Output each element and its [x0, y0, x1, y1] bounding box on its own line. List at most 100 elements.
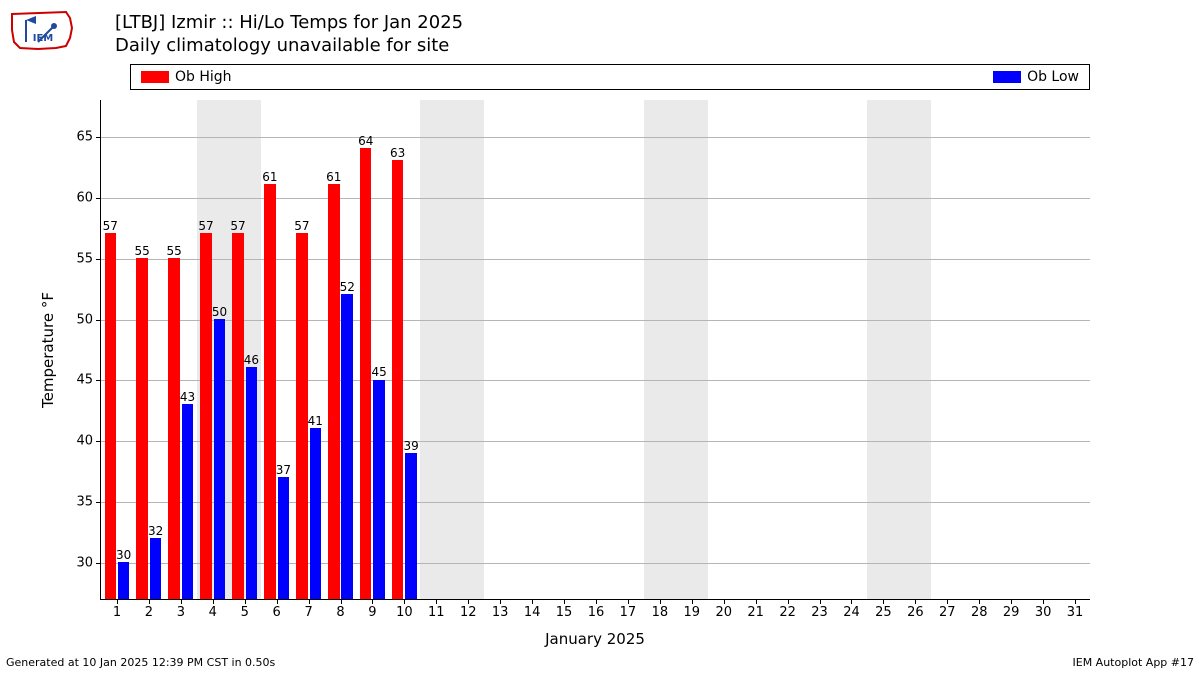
ytick-label: 55 [76, 251, 101, 266]
bar-low [341, 294, 352, 599]
legend-item-high: Ob High [141, 69, 232, 85]
bar-high-label: 55 [166, 244, 181, 258]
xtick-label: 17 [620, 599, 637, 620]
title-line-1: [LTBJ] Izmir :: Hi/Lo Temps for Jan 2025 [115, 12, 463, 35]
bar-high-label: 57 [294, 219, 309, 233]
xtick-label: 2 [145, 599, 153, 620]
bar-low-label: 43 [180, 390, 195, 404]
bar-high [360, 148, 371, 599]
weekend-band [644, 100, 708, 599]
bar-high [200, 233, 211, 599]
xtick-label: 12 [460, 599, 477, 620]
bar-high-label: 57 [230, 219, 245, 233]
title-line-2: Daily climatology unavailable for site [115, 35, 463, 58]
bar-low [150, 538, 161, 599]
bar-low [214, 319, 225, 599]
ytick-label: 45 [76, 373, 101, 388]
footer-app: IEM Autoplot App #17 [1073, 656, 1195, 669]
legend-swatch-high [141, 71, 169, 83]
legend: Ob High Ob Low [130, 64, 1090, 90]
xtick-label: 10 [396, 599, 413, 620]
ytick-label: 35 [76, 495, 101, 510]
ytick-label: 40 [76, 434, 101, 449]
legend-label-low: Ob Low [1027, 69, 1079, 85]
xtick-label: 15 [556, 599, 573, 620]
xtick-label: 18 [652, 599, 669, 620]
bar-high-label: 57 [198, 219, 213, 233]
bar-high [296, 233, 307, 599]
xtick-label: 28 [971, 599, 988, 620]
bar-high-label: 57 [103, 219, 118, 233]
bar-low [246, 367, 257, 599]
ytick-label: 50 [76, 312, 101, 327]
xtick-label: 27 [939, 599, 956, 620]
xtick-label: 11 [428, 599, 445, 620]
page: IEM [LTBJ] Izmir :: Hi/Lo Temps for Jan … [0, 0, 1200, 675]
bar-high [168, 258, 179, 599]
bar-high-label: 64 [358, 134, 373, 148]
chart-title: [LTBJ] Izmir :: Hi/Lo Temps for Jan 2025… [115, 12, 463, 57]
svg-text:IEM: IEM [33, 33, 54, 44]
legend-swatch-low [993, 71, 1021, 83]
xtick-label: 31 [1067, 599, 1084, 620]
xtick-label: 24 [843, 599, 860, 620]
bar-high [328, 184, 339, 599]
bar-high-label: 63 [390, 146, 405, 160]
xtick-label: 23 [811, 599, 828, 620]
bar-high [232, 233, 243, 599]
footer-generated: Generated at 10 Jan 2025 12:39 PM CST in… [6, 656, 275, 669]
xtick-label: 20 [715, 599, 732, 620]
bar-low-label: 50 [212, 305, 227, 319]
ytick-label: 60 [76, 190, 101, 205]
bar-low [278, 477, 289, 599]
bar-low-label: 45 [372, 365, 387, 379]
bar-high-label: 55 [135, 244, 150, 258]
xtick-label: 29 [1003, 599, 1020, 620]
xtick-label: 9 [368, 599, 376, 620]
xtick-label: 8 [336, 599, 344, 620]
ytick-label: 65 [76, 129, 101, 144]
bar-high [392, 160, 403, 599]
xtick-label: 1 [113, 599, 121, 620]
bar-high-label: 61 [262, 170, 277, 184]
x-axis-label: January 2025 [545, 630, 645, 648]
bar-low [405, 453, 416, 599]
gridline [101, 198, 1090, 199]
legend-item-low: Ob Low [993, 69, 1079, 85]
bar-low [182, 404, 193, 599]
weekend-band [867, 100, 931, 599]
xtick-label: 30 [1035, 599, 1052, 620]
bar-low-label: 39 [403, 439, 418, 453]
xtick-label: 14 [524, 599, 541, 620]
xtick-label: 3 [177, 599, 185, 620]
xtick-label: 26 [907, 599, 924, 620]
bar-low [118, 562, 129, 599]
bar-low [373, 380, 384, 600]
bar-low-label: 46 [244, 353, 259, 367]
gridline [101, 259, 1090, 260]
xtick-label: 6 [273, 599, 281, 620]
xtick-label: 16 [588, 599, 605, 620]
bar-low [310, 428, 321, 599]
xtick-label: 4 [209, 599, 217, 620]
xtick-label: 5 [241, 599, 249, 620]
bar-low-label: 37 [276, 463, 291, 477]
legend-label-high: Ob High [175, 69, 232, 85]
xtick-label: 19 [684, 599, 701, 620]
xtick-label: 7 [304, 599, 312, 620]
ytick-label: 30 [76, 556, 101, 571]
gridline [101, 320, 1090, 321]
y-axis-label: Temperature °F [39, 292, 57, 408]
bar-low-label: 41 [308, 414, 323, 428]
weekend-band [420, 100, 484, 599]
bar-low-label: 30 [116, 548, 131, 562]
bar-high [105, 233, 116, 599]
gridline [101, 137, 1090, 138]
iem-logo: IEM [8, 8, 78, 53]
bar-high-label: 61 [326, 170, 341, 184]
xtick-label: 13 [492, 599, 509, 620]
bar-high [264, 184, 275, 599]
xtick-label: 22 [779, 599, 796, 620]
xtick-label: 25 [875, 599, 892, 620]
bar-low-label: 52 [340, 280, 355, 294]
